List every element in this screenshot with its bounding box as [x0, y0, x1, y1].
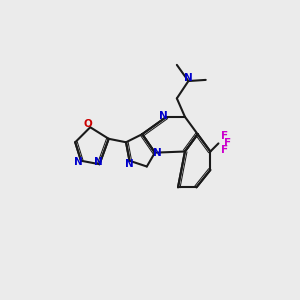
Text: F: F: [221, 145, 228, 155]
Text: N: N: [125, 159, 134, 169]
Text: O: O: [83, 119, 92, 130]
Text: N: N: [94, 157, 103, 167]
Text: N: N: [159, 111, 168, 121]
Text: F: F: [221, 131, 228, 142]
Text: N: N: [74, 157, 83, 167]
Text: N: N: [153, 148, 162, 158]
Text: F: F: [224, 138, 231, 148]
Text: N: N: [184, 73, 193, 83]
